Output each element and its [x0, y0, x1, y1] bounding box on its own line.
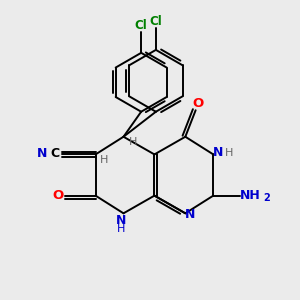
Text: H: H — [117, 224, 125, 235]
Text: O: O — [192, 97, 204, 110]
Text: Cl: Cl — [149, 15, 162, 28]
Text: H: H — [224, 148, 233, 158]
Text: H: H — [129, 137, 137, 147]
Text: Cl: Cl — [135, 19, 148, 32]
Text: C: C — [51, 147, 60, 160]
Text: NH: NH — [240, 189, 260, 202]
Text: N: N — [184, 208, 195, 221]
Text: N: N — [212, 146, 223, 159]
Text: N: N — [116, 214, 126, 227]
Text: H: H — [100, 155, 108, 165]
Text: 2: 2 — [263, 193, 270, 203]
Text: O: O — [52, 189, 64, 202]
Text: N: N — [37, 147, 48, 160]
